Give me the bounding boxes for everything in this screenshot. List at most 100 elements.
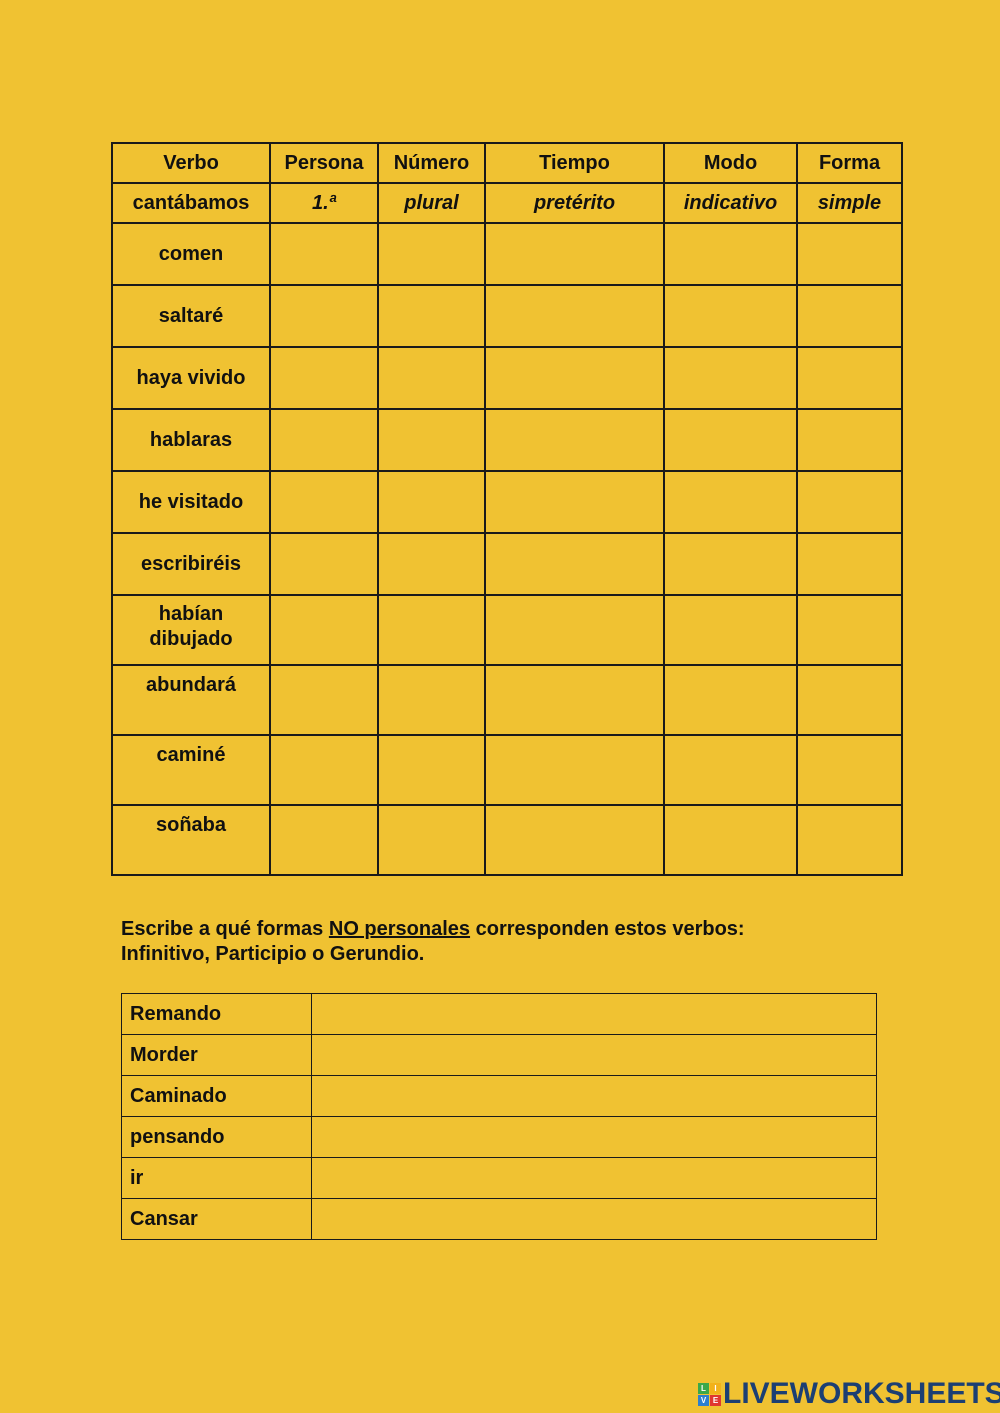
verb-row: soñaba xyxy=(111,804,903,876)
answer-cell-tiempo[interactable] xyxy=(484,664,665,736)
answer-cell-forma[interactable] xyxy=(796,532,903,596)
verb-cell: Cansar xyxy=(121,1198,312,1240)
verb-row: caminé xyxy=(111,734,903,806)
answer-cell-forma[interactable] xyxy=(796,594,903,666)
example-modo: indicativo xyxy=(663,182,798,224)
form-row: ir xyxy=(121,1157,877,1199)
answer-cell-forma[interactable] xyxy=(796,346,903,410)
answer-cell[interactable] xyxy=(311,1034,877,1076)
answer-cell-persona[interactable] xyxy=(269,470,379,534)
header-cell: Forma xyxy=(796,142,903,184)
answer-cell-forma[interactable] xyxy=(796,284,903,348)
answer-cell[interactable] xyxy=(311,1157,877,1199)
answer-cell-numero[interactable] xyxy=(377,222,486,286)
answer-cell-tiempo[interactable] xyxy=(484,408,665,472)
answer-cell[interactable] xyxy=(311,993,877,1035)
verb-cell: haya vivido xyxy=(111,346,271,410)
answer-cell-persona[interactable] xyxy=(269,408,379,472)
verb-row: hablaras xyxy=(111,408,903,472)
verb-cell: Remando xyxy=(121,993,312,1035)
answer-cell-modo[interactable] xyxy=(663,734,798,806)
answer-cell-numero[interactable] xyxy=(377,346,486,410)
answer-cell-persona[interactable] xyxy=(269,594,379,666)
form-row: pensando xyxy=(121,1116,877,1158)
answer-cell-modo[interactable] xyxy=(663,532,798,596)
example-tiempo: pretérito xyxy=(484,182,665,224)
form-row: Caminado xyxy=(121,1075,877,1117)
example-forma: simple xyxy=(796,182,903,224)
answer-cell-modo[interactable] xyxy=(663,470,798,534)
answer-cell-forma[interactable] xyxy=(796,664,903,736)
answer-cell-tiempo[interactable] xyxy=(484,532,665,596)
example-persona: 1.ª xyxy=(269,182,379,224)
verb-row: haya vivido xyxy=(111,346,903,410)
answer-cell-modo[interactable] xyxy=(663,284,798,348)
logo-letter-block: V xyxy=(698,1394,709,1406)
verb-cell: abundará xyxy=(111,664,271,736)
answer-cell-tiempo[interactable] xyxy=(484,804,665,876)
answer-cell[interactable] xyxy=(311,1116,877,1158)
header-cell: Número xyxy=(377,142,486,184)
verb-cell: habían dibujado xyxy=(111,594,271,666)
verb-row: habían dibujado xyxy=(111,594,903,666)
answer-cell-forma[interactable] xyxy=(796,804,903,876)
answer-cell-tiempo[interactable] xyxy=(484,346,665,410)
answer-cell-persona[interactable] xyxy=(269,222,379,286)
example-row: cantábamos 1.ª plural pretérito indicati… xyxy=(111,182,903,224)
answer-cell-numero[interactable] xyxy=(377,804,486,876)
example-numero: plural xyxy=(377,182,486,224)
answer-cell-numero[interactable] xyxy=(377,532,486,596)
header-cell: Persona xyxy=(269,142,379,184)
verb-cell: hablaras xyxy=(111,408,271,472)
instructions: Escribe a qué formas NO personales corre… xyxy=(121,917,745,967)
answer-cell-tiempo[interactable] xyxy=(484,284,665,348)
answer-cell-forma[interactable] xyxy=(796,734,903,806)
answer-cell-modo[interactable] xyxy=(663,664,798,736)
answer-cell-modo[interactable] xyxy=(663,594,798,666)
answer-cell[interactable] xyxy=(311,1198,877,1240)
header-cell: Verbo xyxy=(111,142,271,184)
answer-cell-forma[interactable] xyxy=(796,222,903,286)
answer-cell-numero[interactable] xyxy=(377,594,486,666)
answer-cell-persona[interactable] xyxy=(269,532,379,596)
answer-cell-numero[interactable] xyxy=(377,734,486,806)
verb-row: saltaré xyxy=(111,284,903,348)
answer-cell-persona[interactable] xyxy=(269,664,379,736)
answer-cell-numero[interactable] xyxy=(377,284,486,348)
verb-row: escribiréis xyxy=(111,532,903,596)
verb-cell: soñaba xyxy=(111,804,271,876)
answer-cell-tiempo[interactable] xyxy=(484,594,665,666)
answer-cell-modo[interactable] xyxy=(663,408,798,472)
non-personal-forms-table: Remando Morder Caminado pensando ir Cansar xyxy=(121,993,877,1240)
answer-cell-numero[interactable] xyxy=(377,664,486,736)
answer-cell-modo[interactable] xyxy=(663,804,798,876)
verb-cell: pensando xyxy=(121,1116,312,1158)
answer-cell-numero[interactable] xyxy=(377,408,486,472)
answer-cell-persona[interactable] xyxy=(269,284,379,348)
answer-cell-forma[interactable] xyxy=(796,470,903,534)
form-row: Morder xyxy=(121,1034,877,1076)
answer-cell-forma[interactable] xyxy=(796,408,903,472)
verb-cell: Morder xyxy=(121,1034,312,1076)
header-row: Verbo Persona Número Tiempo Modo Forma xyxy=(111,142,903,184)
verb-cell: caminé xyxy=(111,734,271,806)
answer-cell-modo[interactable] xyxy=(663,346,798,410)
logo-letter-block: L xyxy=(698,1382,709,1394)
answer-cell-tiempo[interactable] xyxy=(484,470,665,534)
answer-cell-tiempo[interactable] xyxy=(484,734,665,806)
answer-cell-tiempo[interactable] xyxy=(484,222,665,286)
verb-row: abundará xyxy=(111,664,903,736)
answer-cell[interactable] xyxy=(311,1075,877,1117)
verb-cell: he visitado xyxy=(111,470,271,534)
answer-cell-modo[interactable] xyxy=(663,222,798,286)
answer-cell-persona[interactable] xyxy=(269,346,379,410)
logo-letter-block: E xyxy=(710,1394,721,1406)
verb-analysis-table: Verbo Persona Número Tiempo Modo Forma c… xyxy=(111,142,903,876)
verb-cell: Caminado xyxy=(121,1075,312,1117)
answer-cell-persona[interactable] xyxy=(269,734,379,806)
answer-cell-persona[interactable] xyxy=(269,804,379,876)
answer-cell-numero[interactable] xyxy=(377,470,486,534)
